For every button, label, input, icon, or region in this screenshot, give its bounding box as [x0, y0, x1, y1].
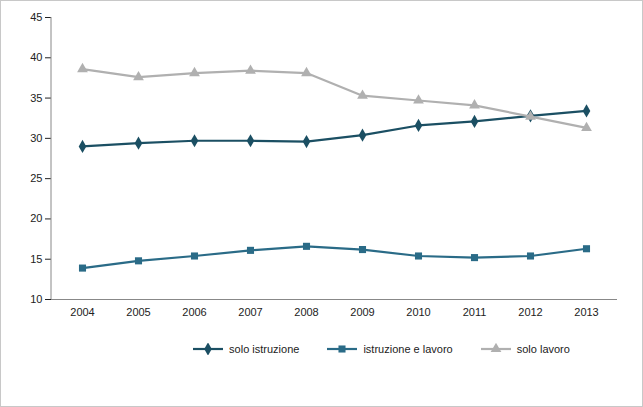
svg-text:15: 15 — [30, 253, 42, 265]
svg-text:10: 10 — [30, 293, 42, 305]
svg-text:20: 20 — [30, 212, 42, 224]
svg-text:2010: 2010 — [406, 306, 430, 318]
svg-text:2004: 2004 — [70, 306, 94, 318]
svg-text:2005: 2005 — [126, 306, 150, 318]
svg-text:2011: 2011 — [463, 306, 487, 318]
html-text:istruzione e lavoro: istruzione e lavoro — [363, 343, 453, 355]
svg-text:2009: 2009 — [350, 306, 374, 318]
svg-text:2006: 2006 — [182, 306, 206, 318]
svg-text:30: 30 — [30, 132, 42, 144]
svg-text:25: 25 — [30, 172, 42, 184]
html-text:solo lavoro: solo lavoro — [516, 343, 570, 355]
svg-text:35: 35 — [30, 92, 42, 104]
svg-text:2008: 2008 — [294, 306, 318, 318]
svg-text:2013: 2013 — [574, 306, 598, 318]
svg-text:2007: 2007 — [238, 306, 262, 318]
html-text:solo istruzione: solo istruzione — [229, 343, 300, 355]
svg-text:2012: 2012 — [518, 306, 542, 318]
svg-text:45: 45 — [30, 11, 42, 23]
svg-text:40: 40 — [30, 51, 42, 63]
